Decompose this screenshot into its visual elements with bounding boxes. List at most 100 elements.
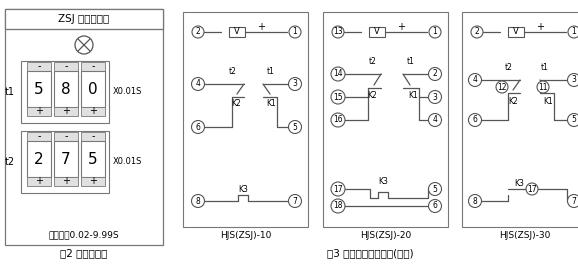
Text: 4: 4 (432, 116, 438, 124)
Text: K1: K1 (266, 100, 276, 108)
Text: 5: 5 (88, 151, 98, 167)
Circle shape (568, 26, 578, 38)
Circle shape (496, 81, 508, 93)
Circle shape (428, 113, 442, 127)
Text: +: + (89, 107, 97, 116)
Circle shape (469, 194, 481, 207)
Text: -: - (64, 132, 68, 142)
Text: 17: 17 (527, 184, 537, 194)
Circle shape (191, 194, 205, 207)
Circle shape (331, 199, 345, 213)
Text: -: - (91, 61, 95, 72)
Circle shape (526, 183, 538, 195)
Text: 11: 11 (538, 83, 548, 92)
Circle shape (331, 113, 345, 127)
Circle shape (568, 73, 578, 87)
Circle shape (429, 26, 441, 38)
Bar (27, 62, 51, 71)
Text: 7: 7 (292, 197, 298, 206)
Text: 8: 8 (61, 81, 71, 96)
Circle shape (428, 183, 442, 195)
Text: X0.01S: X0.01S (112, 158, 142, 167)
Bar (81, 62, 105, 71)
Text: 5: 5 (34, 81, 44, 96)
Text: HJS(ZSJ)-30: HJS(ZSJ)-30 (499, 230, 550, 239)
Text: 2: 2 (432, 69, 438, 78)
Circle shape (332, 26, 344, 38)
Bar (54, 132, 78, 141)
Circle shape (568, 194, 578, 207)
Bar (81, 107, 105, 116)
Circle shape (428, 68, 442, 80)
Text: 13: 13 (333, 28, 343, 37)
Text: 图3 继电器端子接线图(背视): 图3 继电器端子接线图(背视) (327, 248, 413, 258)
Circle shape (469, 113, 481, 127)
Text: t1: t1 (267, 68, 275, 77)
Bar (81, 141, 105, 177)
Circle shape (469, 73, 481, 87)
Text: 8: 8 (473, 197, 477, 206)
Circle shape (288, 77, 302, 91)
Text: -: - (37, 61, 41, 72)
Text: 3: 3 (292, 80, 298, 88)
Text: 0: 0 (88, 81, 98, 96)
Text: 16: 16 (333, 116, 343, 124)
Text: HJS(ZSJ)-10: HJS(ZSJ)-10 (220, 230, 271, 239)
Text: X0.01S: X0.01S (112, 88, 142, 96)
Circle shape (471, 26, 483, 38)
Text: 2: 2 (475, 28, 479, 37)
Text: +: + (62, 107, 70, 116)
Text: 7: 7 (572, 197, 576, 206)
Text: K2: K2 (231, 100, 241, 108)
Text: 6: 6 (195, 123, 201, 132)
Circle shape (331, 182, 345, 196)
Text: V: V (374, 28, 380, 37)
Bar (508, 27, 524, 37)
Text: K3: K3 (238, 184, 248, 194)
Text: 5: 5 (292, 123, 298, 132)
Text: K1: K1 (543, 96, 553, 105)
Text: K2: K2 (508, 96, 518, 105)
Text: +: + (35, 176, 43, 187)
Text: t1: t1 (5, 87, 15, 97)
Bar (5, 9, 163, 29)
Bar (229, 27, 245, 37)
Bar (21, 61, 109, 123)
Bar (27, 141, 51, 177)
Circle shape (568, 113, 578, 127)
Text: +: + (397, 22, 405, 32)
Circle shape (288, 120, 302, 134)
Text: V: V (513, 28, 519, 37)
Circle shape (289, 26, 301, 38)
Text: V: V (234, 28, 240, 37)
Text: K1: K1 (408, 92, 418, 100)
Text: 12: 12 (497, 83, 507, 92)
Text: K3: K3 (378, 176, 388, 186)
Bar (323, 12, 448, 227)
Text: +: + (62, 176, 70, 187)
Text: -: - (37, 132, 41, 142)
Text: 17: 17 (333, 184, 343, 194)
Text: ZSJ 时间继电器: ZSJ 时间继电器 (58, 14, 110, 24)
Text: 5: 5 (432, 184, 438, 194)
Text: +: + (35, 107, 43, 116)
Text: 6: 6 (473, 116, 477, 124)
Circle shape (428, 199, 442, 213)
Bar (81, 132, 105, 141)
Text: 1: 1 (292, 28, 297, 37)
Text: 整定范围0.02-9.99S: 整定范围0.02-9.99S (49, 230, 119, 239)
Text: t1: t1 (541, 64, 549, 73)
Bar (54, 177, 78, 186)
Bar (462, 12, 578, 227)
Text: K2: K2 (367, 92, 377, 100)
Text: 1: 1 (572, 28, 576, 37)
Bar (27, 177, 51, 186)
Text: t1: t1 (407, 57, 415, 65)
Circle shape (192, 26, 204, 38)
Text: K3: K3 (514, 179, 524, 189)
Text: 2: 2 (195, 28, 201, 37)
Text: +: + (89, 176, 97, 187)
Circle shape (537, 81, 549, 93)
Bar (81, 71, 105, 107)
Text: 4: 4 (195, 80, 201, 88)
